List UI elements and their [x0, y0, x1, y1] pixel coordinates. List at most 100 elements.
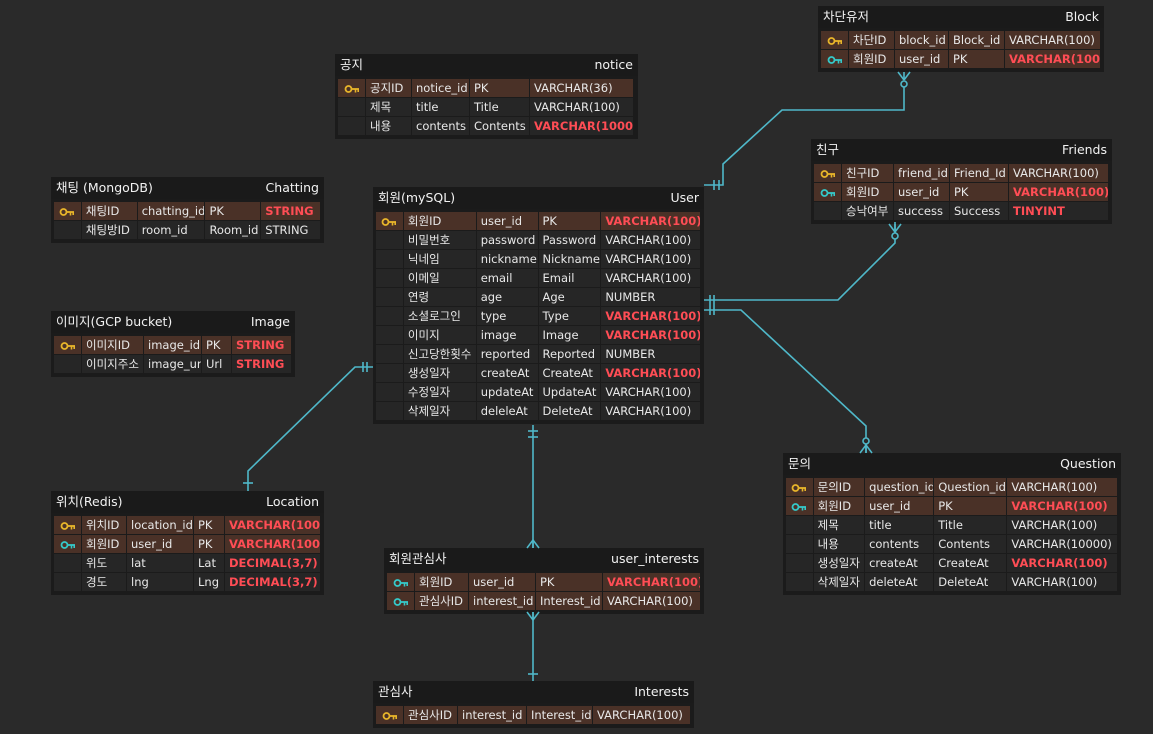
column-row[interactable]: 이미지ID image_id PK STRING — [54, 336, 292, 355]
column-row[interactable]: 삭제일자 deleteAt DeleteAt VARCHAR(100) — [786, 573, 1118, 592]
entity-logical-name: 회원관심사 — [389, 551, 447, 566]
column-row[interactable]: 위도 lat Lat DECIMAL(3,7) — [54, 554, 321, 573]
entity-block[interactable]: 차단유저 Block 차단ID block_id Block_id VARCHAR(10… — [818, 6, 1104, 72]
column-type: VARCHAR(100) — [1009, 183, 1109, 202]
column-row[interactable]: 경도 lng Lng DECIMAL(3,7) — [54, 573, 321, 592]
key-cell — [338, 79, 366, 98]
column-row[interactable]: 이메일 email Email VARCHAR(100) — [376, 269, 701, 288]
column-row[interactable]: 채팅ID chatting_id PK STRING — [54, 202, 322, 221]
entity-user[interactable]: 회원(mySQL) User 회원ID user_id PK VARCHAR(100) 비… — [373, 187, 704, 424]
column-row[interactable]: 내용 contents Contents VARCHAR(10000) — [786, 535, 1118, 554]
column-label: 신고당한횟수 — [403, 345, 477, 364]
column-row[interactable]: 제목 title Title VARCHAR(100) — [786, 516, 1118, 535]
column-domain: PK — [934, 497, 1008, 516]
column-row[interactable]: 생성일자 createAt CreateAt VARCHAR(100) — [376, 364, 701, 383]
entity-notice[interactable]: 공지 notice 공지ID notice_id PK VARCHAR(36) 제목 tit… — [335, 54, 638, 139]
entity-header[interactable]: 위치(Redis) Location — [51, 491, 324, 513]
entity-header[interactable]: 공지 notice — [335, 54, 638, 76]
column-row[interactable]: 연령 age Age NUMBER — [376, 288, 701, 307]
entity-columns: 채팅ID chatting_id PK STRING 채팅방ID room_id Room_… — [51, 199, 324, 243]
column-name: lng — [127, 573, 194, 592]
entity-header[interactable]: 회원관심사 user_interests — [384, 548, 704, 570]
column-row[interactable]: 회원ID user_id PK VARCHAR(100) — [814, 183, 1109, 202]
column-row[interactable]: 수정일자 updateAt UpdateAt VARCHAR(100) — [376, 383, 701, 402]
column-label: 제목 — [813, 516, 866, 535]
entity-header[interactable]: 이미지(GCP bucket) Image — [51, 311, 295, 333]
key-cell — [376, 364, 404, 383]
entity-location[interactable]: 위치(Redis) Location 위치ID location_id PK VARCH… — [51, 491, 324, 595]
entity-interests[interactable]: 관심사 Interests 관심사ID interest_id Interest_id… — [373, 681, 694, 728]
column-name: user_id — [895, 50, 949, 69]
column-type: VARCHAR(100) — [530, 98, 634, 117]
column-row[interactable]: 승낙여부 success Success TINYINT — [814, 202, 1109, 221]
entity-logical-name: 문의 — [788, 456, 812, 471]
column-name: interest_id — [469, 592, 536, 611]
column-row[interactable]: 문의ID question_id Question_id VARCHAR(100) — [786, 478, 1118, 497]
column-row[interactable]: 회원ID user_id PK VARCHAR(100) — [376, 212, 701, 231]
column-domain: PK — [950, 183, 1009, 202]
entity-header[interactable]: 관심사 Interests — [373, 681, 694, 703]
column-row[interactable]: 생성일자 createAt CreateAt VARCHAR(100) — [786, 554, 1118, 573]
column-row[interactable]: 내용 contents Contents VARCHAR(1000) — [338, 117, 635, 136]
column-row[interactable]: 회원ID user_id PK VARCHAR(100) — [786, 497, 1118, 516]
column-row[interactable]: 회원ID user_id PK VARCHAR(100) — [821, 50, 1101, 69]
entity-header[interactable]: 차단유저 Block — [818, 6, 1104, 28]
column-row[interactable]: 소셜로그인 type Type VARCHAR(100) — [376, 307, 701, 326]
column-row[interactable]: 닉네임 nickname Nickname VARCHAR(100) — [376, 250, 701, 269]
column-name: friend_id — [894, 164, 950, 183]
key-cell — [786, 554, 814, 573]
column-label: 회원ID — [403, 212, 477, 231]
column-row[interactable]: 비밀번호 password Password VARCHAR(100) — [376, 231, 701, 250]
column-row[interactable]: 신고당한횟수 reported Reported NUMBER — [376, 345, 701, 364]
column-label: 경도 — [82, 573, 127, 592]
column-row[interactable]: 이미지 image Image VARCHAR(100) — [376, 326, 701, 345]
entity-chatting[interactable]: 채팅 (MongoDB) Chatting 채팅ID chatting_id PK ST… — [51, 177, 324, 243]
column-row[interactable]: 채팅방ID room_id Room_id STRING — [54, 221, 322, 240]
entity-question[interactable]: 문의 Question 문의ID question_id Question_id VAR… — [783, 453, 1121, 595]
column-label: 회원ID — [82, 535, 127, 554]
column-name: notice_id — [412, 79, 470, 98]
column-type: DECIMAL(3,7) — [225, 554, 321, 573]
entity-physical-name: Friends — [1062, 142, 1107, 157]
foreign-key-icon — [60, 540, 75, 549]
column-domain: Block_id — [949, 31, 1005, 50]
primary-key-icon — [382, 711, 397, 720]
column-row[interactable]: 관심사ID interest_id Interest_id VARCHAR(100) — [376, 706, 691, 725]
column-row[interactable]: 위치ID location_id PK VARCHAR(100) — [54, 516, 321, 535]
entity-logical-name: 공지 — [340, 57, 364, 72]
column-label: 회원ID — [415, 573, 469, 592]
column-name: deleleAt — [476, 402, 539, 421]
primary-key-icon — [820, 169, 835, 178]
column-row[interactable]: 친구ID friend_id Friend_Id VARCHAR(100) — [814, 164, 1109, 183]
entity-user-interests[interactable]: 회원관심사 user_interests 회원ID user_id PK VARCHAR… — [384, 548, 704, 614]
entity-header[interactable]: 회원(mySQL) User — [373, 187, 704, 209]
column-name: title — [865, 516, 935, 535]
column-row[interactable]: 차단ID block_id Block_id VARCHAR(100) — [821, 31, 1101, 50]
column-row[interactable]: 관심사ID interest_id Interest_id VARCHAR(100) — [387, 592, 701, 611]
column-name: contents — [412, 117, 470, 136]
entity-header[interactable]: 친구 Friends — [811, 139, 1112, 161]
entity-physical-name: Location — [266, 494, 319, 509]
entity-image[interactable]: 이미지(GCP bucket) Image 이미지ID image_id PK STRI… — [51, 311, 295, 377]
key-cell — [786, 497, 814, 516]
key-cell — [814, 183, 842, 202]
key-cell — [786, 478, 814, 497]
column-row[interactable]: 제목 title Title VARCHAR(100) — [338, 98, 635, 117]
entity-friends[interactable]: 친구 Friends 친구ID friend_id Friend_Id VARCHAR(… — [811, 139, 1112, 224]
key-cell — [376, 250, 404, 269]
column-row[interactable]: 회원ID user_id PK VARCHAR(100) — [54, 535, 321, 554]
column-type: VARCHAR(100) — [225, 516, 321, 535]
entity-physical-name: Interests — [634, 684, 689, 699]
entity-header[interactable]: 채팅 (MongoDB) Chatting — [51, 177, 324, 199]
entity-columns: 회원ID user_id PK VARCHAR(100) 비밀번호 password Pas… — [373, 209, 704, 424]
column-row[interactable]: 회원ID user_id PK VARCHAR(100) — [387, 573, 701, 592]
entity-header[interactable]: 문의 Question — [783, 453, 1121, 475]
entity-columns: 관심사ID interest_id Interest_id VARCHAR(100) — [373, 703, 694, 728]
column-name: createAt — [476, 364, 539, 383]
column-domain: PK — [538, 212, 602, 231]
column-domain: Question_id — [934, 478, 1008, 497]
column-row[interactable]: 공지ID notice_id PK VARCHAR(36) — [338, 79, 635, 98]
column-row[interactable]: 삭제일자 deleleAt DeleteAt VARCHAR(100) — [376, 402, 701, 421]
column-row[interactable]: 이미지주소 image_url Url STRING — [54, 355, 292, 374]
column-domain: DeleteAt — [538, 402, 602, 421]
